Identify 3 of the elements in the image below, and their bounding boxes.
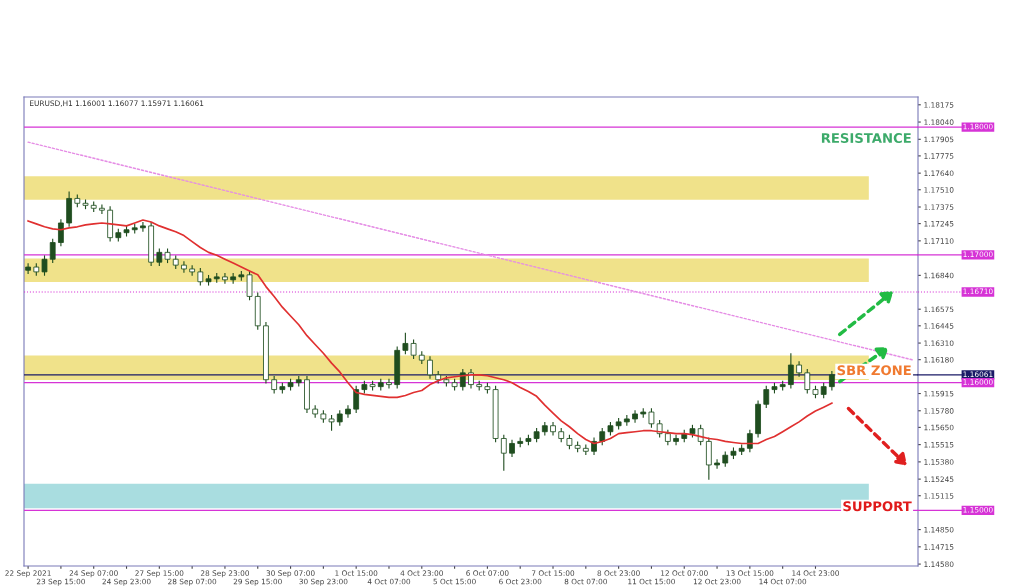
annotation: SUPPORT <box>843 501 912 512</box>
annotation: SBR ZONE <box>837 365 911 376</box>
annotation: RESISTANCE <box>821 133 911 144</box>
